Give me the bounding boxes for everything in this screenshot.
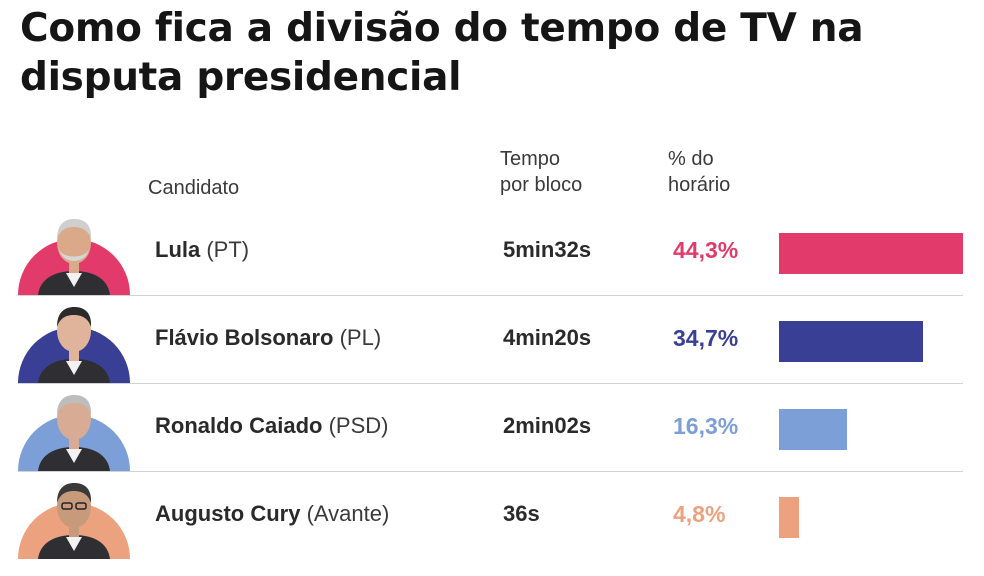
bar: [779, 409, 847, 450]
candidate-label: Ronaldo Caiado: [155, 413, 323, 438]
row-divider: [18, 471, 963, 472]
table-row: Flávio Bolsonaro (PL) 4min20s 34,7%: [0, 295, 984, 383]
column-header-time: Tempo por bloco: [500, 148, 583, 196]
percent-label: 16,3%: [673, 413, 739, 439]
column-header-candidate: Candidato: [148, 177, 240, 199]
candidate-photo: [18, 307, 130, 383]
table-row: Lula (PT) 5min32s 44,3%: [0, 207, 984, 295]
table-row: Augusto Cury (Avante) 36s 4,8%: [0, 471, 984, 559]
bar: [779, 233, 963, 274]
candidate-name: Flávio Bolsonaro (PL): [155, 324, 381, 352]
candidate-photo: [18, 219, 130, 295]
column-header-share: % do horário: [668, 148, 731, 196]
candidate-name: Ronaldo Caiado (PSD): [155, 412, 388, 440]
time-per-block: 5min32s: [503, 237, 592, 262]
candidate-name: Lula (PT): [155, 236, 249, 264]
time-per-block: 36s: [503, 501, 540, 526]
party-label: (PSD): [322, 413, 389, 438]
row-divider: [18, 295, 963, 296]
row-divider: [18, 383, 963, 384]
party-label: (Avante): [300, 501, 390, 526]
party-label: (PT): [200, 237, 250, 262]
bar: [779, 497, 799, 538]
time-per-block: 2min02s: [503, 413, 592, 438]
percent-label: 4,8%: [673, 501, 726, 527]
candidate-photo: [18, 483, 130, 559]
candidate-photo: [18, 395, 130, 471]
candidate-label: Augusto Cury: [155, 501, 301, 526]
candidate-label: Flávio Bolsonaro: [155, 325, 334, 350]
bar: [779, 321, 923, 362]
time-per-block: 4min20s: [503, 325, 592, 350]
percent-label: 34,7%: [673, 325, 739, 351]
party-label: (PL): [333, 325, 382, 350]
table-row: Ronaldo Caiado (PSD) 2min02s 16,3%: [0, 383, 984, 471]
chart-title: Como fica a divisão do tempo de TV na di…: [20, 6, 864, 100]
candidate-name: Augusto Cury (Avante): [155, 500, 389, 528]
candidate-label: Lula: [155, 237, 201, 262]
percent-label: 44,3%: [673, 237, 739, 263]
